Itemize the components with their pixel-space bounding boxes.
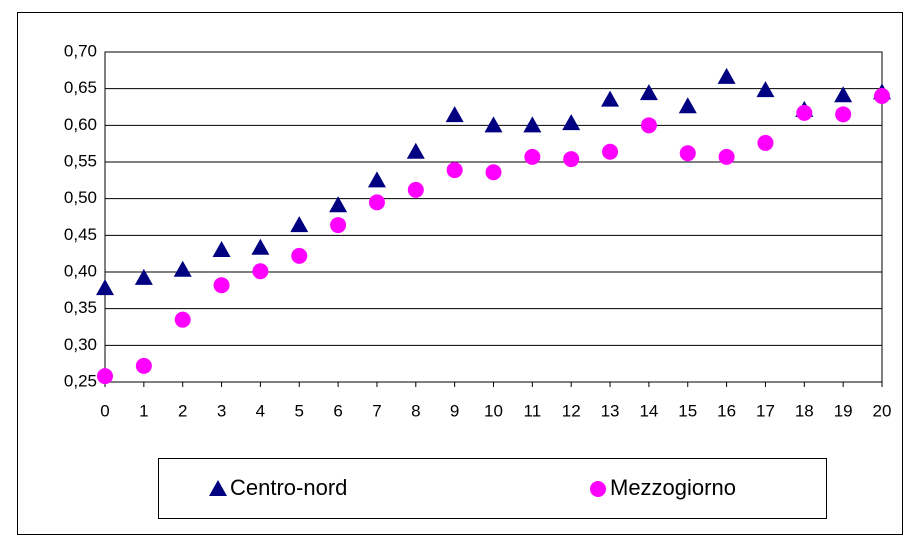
x-tick-label: 19 <box>834 401 853 420</box>
marker <box>174 311 191 328</box>
y-tick-label: 0,35 <box>64 298 97 317</box>
x-tick-label: 8 <box>411 401 420 420</box>
marker <box>718 148 735 165</box>
marker <box>134 268 153 285</box>
marker <box>678 97 697 114</box>
marker <box>601 90 620 107</box>
marker <box>756 81 775 98</box>
y-tick-label: 0,30 <box>64 335 97 354</box>
marker <box>209 480 227 496</box>
x-tick-label: 7 <box>372 401 381 420</box>
marker <box>590 481 606 497</box>
y-tick-label: 0,50 <box>64 188 97 207</box>
marker <box>835 106 852 123</box>
x-tick-label: 18 <box>795 401 814 420</box>
marker <box>251 238 270 255</box>
marker <box>407 181 424 198</box>
x-tick-label: 6 <box>333 401 342 420</box>
y-tick-label: 0,45 <box>64 225 97 244</box>
marker <box>367 171 386 188</box>
x-tick-label: 10 <box>484 401 503 420</box>
legend-box <box>158 458 827 519</box>
marker <box>563 151 580 168</box>
marker <box>523 116 542 133</box>
plot-area <box>104 51 883 383</box>
x-tick-label: 13 <box>601 401 620 420</box>
marker <box>446 162 463 179</box>
marker <box>291 247 308 264</box>
marker <box>135 357 152 374</box>
marker <box>445 106 464 123</box>
y-tick-label: 0,60 <box>64 115 97 134</box>
marker <box>639 84 658 101</box>
marker <box>485 164 502 181</box>
y-tick-label: 0,65 <box>64 78 97 97</box>
x-tick-label: 2 <box>178 401 187 420</box>
x-tick-label: 0 <box>100 401 109 420</box>
x-tick-label: 12 <box>562 401 581 420</box>
x-tick-label: 5 <box>295 401 304 420</box>
marker <box>757 134 774 151</box>
x-tick-label: 3 <box>217 401 226 420</box>
marker <box>562 114 581 131</box>
marker <box>368 194 385 211</box>
marker <box>406 142 425 159</box>
marker <box>97 368 113 385</box>
y-tick-label: 0,25 <box>64 371 97 390</box>
marker <box>874 88 890 104</box>
x-tick-label: 14 <box>639 401 658 420</box>
marker <box>173 260 192 277</box>
x-tick-label: 15 <box>678 401 697 420</box>
legend-label: Centro-nord <box>230 475 347 500</box>
legend-label: Mezzogiorno <box>610 475 736 500</box>
marker <box>717 67 736 84</box>
x-tick-label: 20 <box>873 401 892 420</box>
marker <box>679 145 696 162</box>
marker <box>834 86 853 103</box>
marker <box>329 196 348 213</box>
marker <box>212 241 231 257</box>
marker <box>640 117 657 134</box>
marker <box>796 104 813 121</box>
x-tick-label: 1 <box>139 401 148 420</box>
marker <box>524 148 541 165</box>
x-tick-label: 11 <box>524 401 542 420</box>
marker <box>213 277 230 294</box>
x-tick-label: 16 <box>717 401 736 420</box>
y-tick-label: 0,40 <box>64 261 97 280</box>
y-tick-label: 0,55 <box>64 151 97 170</box>
marker <box>96 279 114 296</box>
marker <box>290 216 309 233</box>
x-tick-label: 9 <box>450 401 459 420</box>
marker <box>330 217 347 234</box>
marker <box>252 263 269 280</box>
marker <box>484 116 503 133</box>
x-tick-label: 4 <box>256 401 265 420</box>
y-tick-label: 0,70 <box>64 41 97 60</box>
marker <box>602 143 619 160</box>
x-tick-label: 17 <box>756 401 775 420</box>
